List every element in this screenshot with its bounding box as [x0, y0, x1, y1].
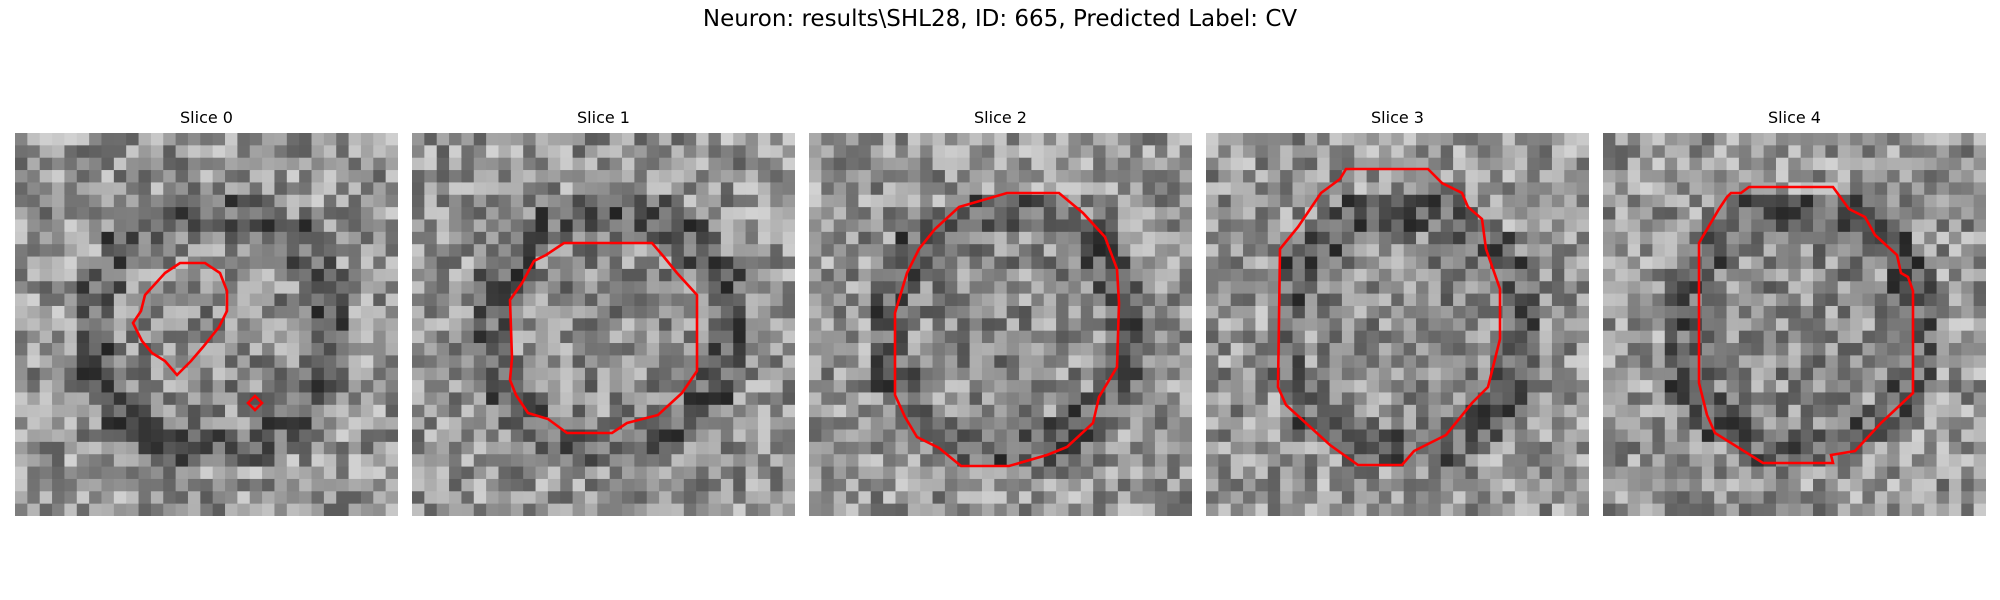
microscopy-pixel-grid: [1206, 133, 1589, 516]
roi-contour: [508, 241, 699, 435]
slice-title-4: Slice 4: [1768, 108, 1821, 127]
roi-contour: [131, 261, 229, 377]
slice-panel-3: Slice 3: [1206, 106, 1589, 516]
figure-title: Neuron: results\SHL28, ID: 665, Predicte…: [702, 6, 1298, 32]
slice-panel-2: Slice 2: [809, 106, 1192, 516]
slice-panel-0: Slice 0: [15, 106, 398, 516]
microscopy-pixel-grid: [809, 133, 1192, 516]
slice-title-0: Slice 0: [180, 108, 233, 127]
slice-title-1: Slice 1: [577, 108, 630, 127]
slice-panel-1: Slice 1: [412, 106, 795, 516]
slice-title-2: Slice 2: [974, 108, 1027, 127]
slice-title-3: Slice 3: [1371, 108, 1424, 127]
microscopy-pixel-grid: [15, 133, 398, 516]
microscopy-pixel-grid: [412, 133, 795, 516]
roi-contour: [1697, 185, 1915, 465]
roi-contour: [893, 191, 1121, 468]
roi-contour-small: [246, 394, 264, 412]
slice-image-1: [412, 133, 795, 516]
slice-panel-4: Slice 4: [1603, 106, 1986, 516]
slice-image-0: [15, 133, 398, 516]
roi-contour: [1276, 167, 1502, 467]
slice-image-4: [1603, 133, 1986, 516]
slice-image-2: [809, 133, 1192, 516]
microscopy-pixel-grid: [1603, 133, 1986, 516]
slice-image-3: [1206, 133, 1589, 516]
